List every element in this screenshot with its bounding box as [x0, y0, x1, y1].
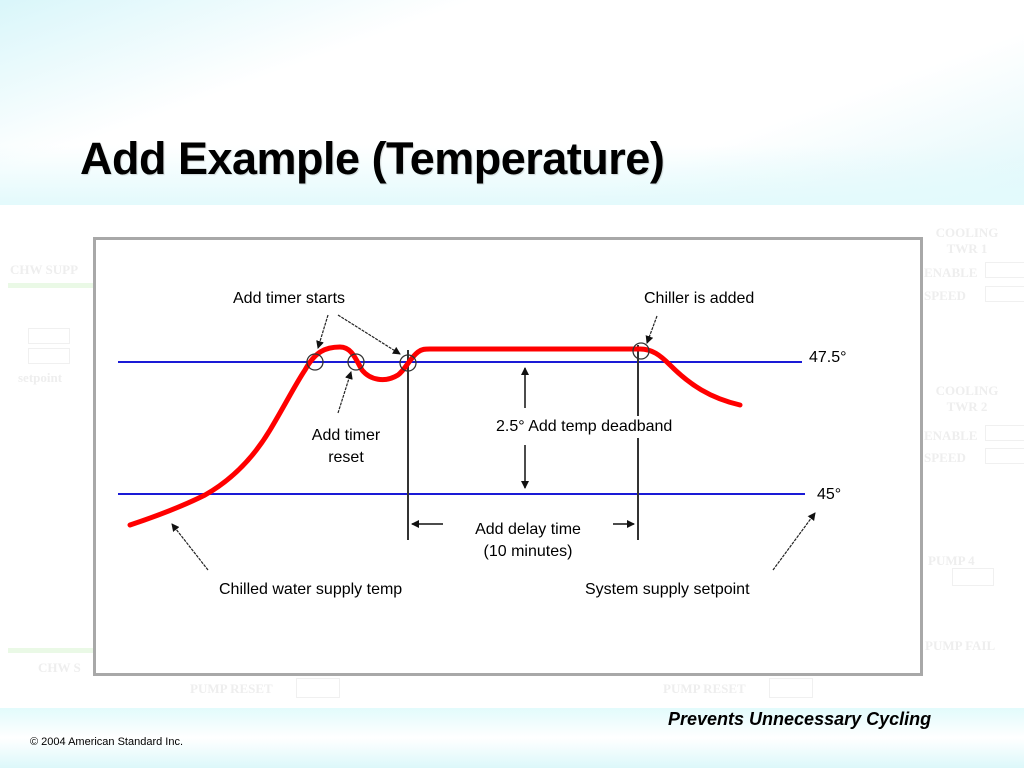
footer-background: [0, 708, 1024, 768]
chiller-added-circle: [632, 342, 650, 360]
ghost-pipe: [8, 283, 93, 288]
slide-title: Add Example (Temperature): [80, 133, 665, 184]
chilled-water-temp-curve: [127, 344, 743, 528]
ghost-label: PUMP 4: [928, 553, 975, 568]
label-add-timer-starts: Add timer starts: [233, 290, 346, 307]
label-line: Add delay time: [475, 521, 581, 538]
label-add-timer-reset: Add timer reset: [296, 425, 396, 469]
label-deadband: 2.5° Add temp deadband: [496, 416, 673, 438]
timer-reset-arrow: [337, 371, 353, 414]
cwst-arrow: [171, 523, 209, 571]
label-lower-threshold: 45°: [817, 486, 842, 503]
ghost-box: [952, 568, 994, 586]
ghost-label: SPEED: [924, 288, 966, 303]
ghost-label: CHW SUPP: [10, 262, 79, 277]
ghost-label: COOLING TWR 2: [935, 383, 999, 414]
chiller-added-arrow: [645, 315, 658, 344]
label-line: Add timer: [311, 427, 381, 444]
ghost-label: ENABLE: [924, 265, 978, 280]
ghost-label: ENABLE: [924, 428, 978, 443]
timer-start-circle-1: [306, 353, 324, 371]
label-system-supply-setpoint: System supply setpoint: [585, 581, 750, 598]
ghost-label: PUMP RESET: [663, 681, 746, 696]
label-line: reset: [328, 449, 364, 466]
label-chilled-water-supply-temp: Chilled water supply temp: [219, 581, 403, 598]
diagram-frame: [93, 237, 923, 676]
ghost-label: CHW S: [38, 660, 81, 675]
label-line: (10 minutes): [483, 543, 573, 560]
ghost-box: [985, 448, 1024, 464]
label-upper-threshold: 47.5°: [809, 349, 847, 366]
ghost-box: [769, 678, 813, 698]
ghost-box: [296, 678, 340, 698]
copyright-notice: © 2004 American Standard Inc.: [30, 736, 184, 748]
ghost-box: [985, 286, 1024, 302]
setpoint-arrow: [772, 512, 816, 571]
ghost-label: setpoint: [18, 370, 63, 385]
slide-subtitle: Prevents Unnecessary Cycling: [668, 709, 932, 729]
timer-reset-circle: [347, 353, 365, 371]
ghost-box: [28, 328, 70, 344]
ghost-box: [985, 425, 1024, 441]
header-background: [0, 0, 1024, 205]
ghost-label: PUMP FAIL: [925, 638, 996, 653]
ghost-label: PUMP RESET: [190, 681, 273, 696]
label-add-delay-time: Add delay time (10 minutes): [448, 519, 608, 563]
timer-starts-arrow-1: [316, 314, 329, 349]
ghost-label: SPEED: [924, 450, 966, 465]
ghost-label: COOLING TWR 1: [935, 225, 999, 256]
timer-starts-arrow-2: [337, 314, 401, 355]
ghost-pipe: [8, 648, 93, 653]
label-chiller-is-added: Chiller is added: [644, 290, 755, 307]
timer-start-circle-2: [399, 354, 417, 372]
ghost-box: [28, 348, 70, 364]
ghost-box: [985, 262, 1024, 278]
